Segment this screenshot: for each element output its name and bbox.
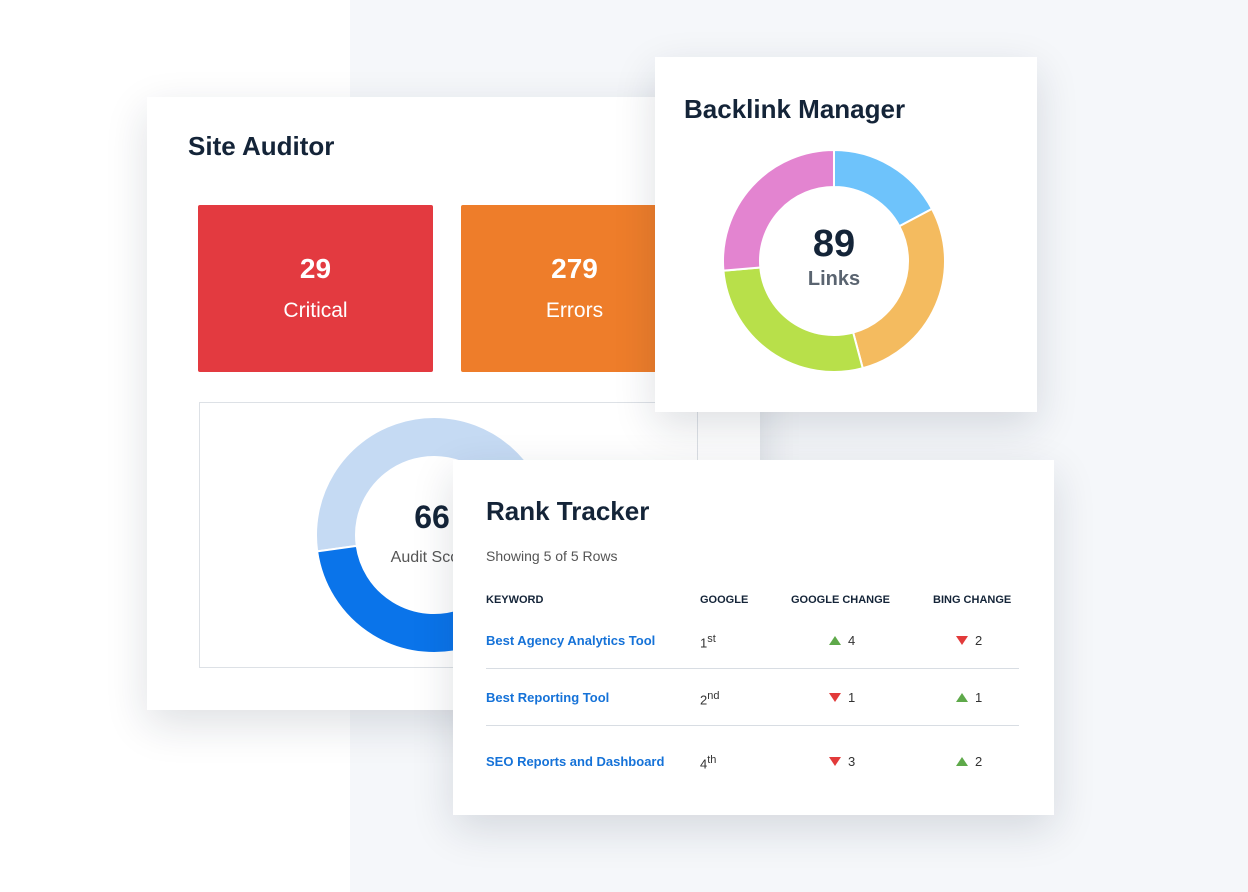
card-title: Rank Tracker: [486, 496, 650, 526]
column-header: BING CHANGE: [933, 594, 1012, 606]
stat-box: 29 Critical: [198, 205, 433, 372]
change-arrow: [956, 693, 968, 702]
change-arrow: [956, 636, 968, 645]
row-divider: [486, 725, 1019, 726]
change-value: 4: [848, 633, 856, 648]
rank-suffix: st: [707, 633, 716, 645]
rank-change: 2: [956, 633, 982, 648]
google-rank: 1st: [700, 633, 716, 650]
change-arrow: [956, 757, 968, 766]
stat-value: 29: [299, 253, 332, 284]
audit-score-label: Audit Score: [390, 549, 474, 566]
rank-number: 2: [700, 692, 708, 708]
change-value: 2: [975, 754, 983, 769]
change-value: 1: [848, 690, 856, 705]
card-title: Site Auditor: [188, 131, 335, 161]
rank-suffix: nd: [707, 690, 720, 702]
change-value: 2: [975, 633, 983, 648]
rank-change: 2: [956, 754, 982, 769]
google-rank: 4th: [700, 754, 716, 771]
links-label: Links: [807, 268, 861, 290]
rank-change: 3: [829, 754, 855, 769]
column-header: KEYWORD: [486, 594, 544, 606]
column-header: GOOGLE CHANGE: [791, 594, 891, 606]
card-title: Backlink Manager: [684, 94, 906, 124]
stat-label: Critical: [283, 299, 348, 322]
rank-number: 1: [700, 635, 708, 651]
rank-tracker-card: Rank Tracker Showing 5 of 5 Rows KEYWORD…: [453, 460, 1054, 815]
links-total: 89: [812, 223, 856, 265]
change-arrow: [829, 693, 841, 702]
change-arrow: [829, 757, 841, 766]
donut-segment: [833, 148, 934, 228]
rank-suffix: th: [707, 754, 717, 766]
keyword-link[interactable]: SEO Reports and Dashboard: [486, 754, 665, 769]
rank-change: 1: [829, 690, 855, 705]
stat-label: Errors: [545, 299, 604, 322]
donut-segment: [722, 148, 835, 272]
change-arrow: [829, 636, 841, 645]
stat-value: 279: [551, 253, 598, 284]
audit-score-value: 66: [414, 499, 450, 535]
keyword-link[interactable]: Best Agency Analytics Tool: [486, 633, 656, 648]
rank-change: 4: [829, 633, 855, 648]
rank-change: 1: [956, 690, 982, 705]
change-value: 1: [975, 690, 983, 705]
row-divider: [486, 668, 1019, 669]
stat-box: 279 Errors: [461, 205, 688, 372]
column-header: GOOGLE: [700, 594, 749, 606]
change-value: 3: [848, 754, 856, 769]
backlink-card: Backlink Manager 89 Links: [655, 57, 1037, 412]
keyword-link[interactable]: Best Reporting Tool: [486, 690, 610, 705]
rank-number: 4: [700, 756, 708, 772]
google-rank: 2nd: [700, 690, 719, 707]
backlink-donut: [722, 148, 946, 373]
subtitle: Showing 5 of 5 Rows: [486, 548, 618, 564]
